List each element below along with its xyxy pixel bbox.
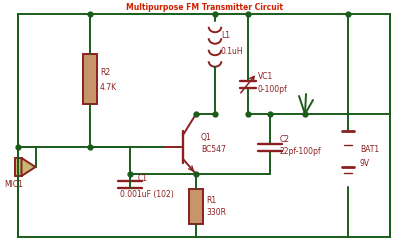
Text: C2: C2 (280, 135, 290, 144)
Text: 4.7K: 4.7K (100, 83, 117, 92)
Text: 0-100pf: 0-100pf (258, 85, 288, 94)
Text: BAT1: BAT1 (360, 145, 379, 154)
FancyBboxPatch shape (14, 158, 22, 176)
Polygon shape (22, 158, 36, 176)
Text: VC1: VC1 (258, 72, 273, 81)
Text: MIC1: MIC1 (4, 180, 23, 189)
Text: 330R: 330R (206, 208, 226, 216)
Text: R2: R2 (100, 68, 110, 77)
Text: L1: L1 (221, 31, 230, 40)
FancyBboxPatch shape (189, 189, 203, 224)
Text: R1: R1 (206, 195, 216, 204)
Text: 0.1uH: 0.1uH (221, 47, 244, 56)
Text: BC547: BC547 (201, 145, 226, 154)
Text: C1: C1 (138, 174, 148, 183)
Text: 22pf-100pf: 22pf-100pf (280, 147, 321, 156)
FancyBboxPatch shape (83, 55, 97, 104)
Text: Multipurpose FM Transmitter Circuit: Multipurpose FM Transmitter Circuit (126, 4, 283, 13)
Text: Q1: Q1 (201, 133, 211, 142)
Text: 0.001uF (102): 0.001uF (102) (120, 190, 174, 199)
Text: 9V: 9V (360, 159, 370, 168)
